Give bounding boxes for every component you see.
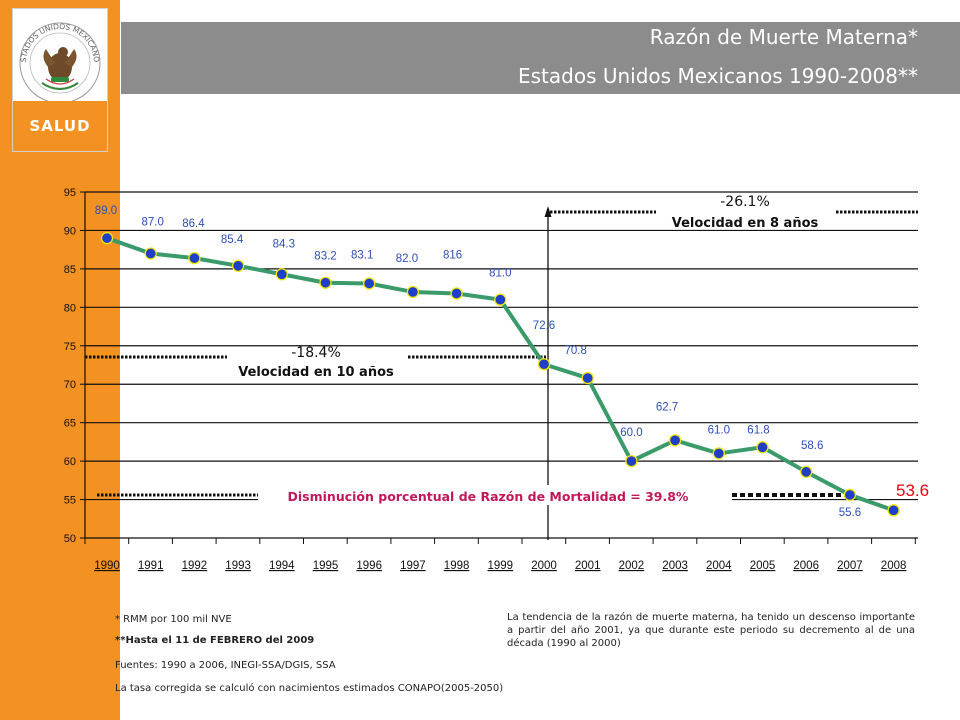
value-label: 86.4 — [182, 218, 205, 230]
footnote-sources: Fuentes: 1990 a 2006, INEGI-SSA/DGIS, SS… — [115, 660, 336, 671]
annotation-arrow-head — [544, 206, 552, 217]
value-label: 61.8 — [747, 424, 769, 436]
x-tick-label: 2004 — [706, 560, 732, 572]
logo-text: SALUD — [29, 117, 91, 135]
value-label: 58.6 — [801, 440, 823, 452]
annotation-right-speed: Velocidad en 8 años — [672, 216, 819, 231]
data-point — [275, 268, 288, 281]
data-points — [100, 231, 900, 517]
data-point — [406, 285, 420, 299]
value-label: 70.8 — [565, 345, 587, 357]
annotation-text: -18.4% Velocidad en 10 años -26.1% Velocida… — [238, 194, 818, 504]
footnote-cutoff: **Hasta el 11 de FEBRERO del 2009 — [115, 635, 315, 646]
data-point — [537, 358, 551, 371]
y-tick-label: 65 — [64, 418, 76, 430]
y-tick-label: 85 — [64, 264, 76, 276]
x-tick-label: 1996 — [356, 560, 382, 572]
value-label: 55.6 — [839, 507, 861, 519]
value-label: 87.0 — [142, 217, 164, 229]
annotation-left-pct: -18.4% — [291, 345, 341, 361]
x-tick-label: 1998 — [444, 560, 470, 572]
x-tick-label: 1992 — [182, 560, 208, 572]
data-point — [363, 277, 376, 290]
x-tick-label: 1997 — [400, 560, 426, 572]
x-tick-label: 1999 — [488, 560, 514, 572]
x-tick-label: 2002 — [619, 560, 645, 572]
x-tick-label: 2008 — [881, 560, 907, 572]
data-point — [231, 259, 245, 272]
y-tick-label: 50 — [64, 533, 76, 545]
annotation-right-pct: -26.1% — [720, 194, 770, 210]
y-tick-label: 90 — [64, 225, 76, 237]
x-tick-label: 1993 — [225, 560, 251, 572]
data-point — [450, 287, 463, 300]
x-tick-label: 2005 — [750, 560, 776, 572]
data-point — [800, 465, 813, 479]
data-point — [712, 447, 725, 460]
value-labels: 89.0 87.0 86.4 85.4 84.3 83.2 83.1 82.0 816 81.0 7… — [95, 205, 929, 519]
x-axis-ticks: 1990 1991 1992 1993 1994 1995 1996 1997 1998 1999… — [84, 538, 916, 572]
data-point — [625, 454, 638, 468]
y-tick-label: 75 — [64, 341, 76, 353]
page-subtitle: Estados Unidos Mexicanos 1990-2008** — [518, 64, 918, 88]
value-label: 83.2 — [314, 251, 336, 263]
value-label: 61.0 — [708, 424, 730, 436]
y-tick-label: 60 — [64, 456, 76, 468]
x-tick-label: 2001 — [575, 560, 601, 572]
y-axis-ticks: 50 55 60 65 70 75 80 85 90 95 — [64, 187, 85, 545]
data-point — [319, 276, 332, 289]
value-label: 85.4 — [221, 234, 244, 246]
annotation-left-speed: Velocidad en 10 años — [238, 365, 394, 380]
x-tick-label: 2006 — [793, 560, 819, 572]
value-label: 62.7 — [656, 401, 678, 413]
header-band: Razón de Muerte Materna* Estados Unidos … — [121, 22, 960, 94]
x-tick-label: 1990 — [94, 560, 120, 572]
annotation-decline: Disminución porcentual de Razón de Morta… — [288, 489, 689, 504]
data-point — [188, 251, 201, 265]
x-tick-label: 2000 — [531, 560, 557, 572]
commentary-text: La tendencia de la razón de muerte mater… — [507, 612, 915, 649]
value-label: 81.0 — [489, 268, 511, 280]
x-tick-label: 1994 — [269, 560, 295, 572]
value-label: 83.1 — [351, 249, 373, 261]
page-title: Razón de Muerte Materna* — [649, 25, 918, 49]
value-label: 89.0 — [95, 205, 117, 217]
value-label: 84.3 — [273, 238, 295, 250]
value-label: 72.6 — [533, 320, 555, 332]
data-point — [756, 441, 769, 454]
annotation-box — [258, 485, 732, 505]
annotation-shapes — [85, 206, 918, 540]
value-label: 82.0 — [396, 253, 418, 265]
y-tick-label: 70 — [64, 379, 76, 391]
value-label: 816 — [443, 249, 462, 261]
footnote-corrected: La tasa corregida se calculó con nacimie… — [115, 683, 504, 694]
y-tick-label: 95 — [64, 187, 76, 199]
x-tick-label: 2007 — [837, 560, 863, 572]
y-tick-label: 55 — [64, 495, 76, 507]
value-label: 60.0 — [620, 427, 642, 439]
data-point — [144, 247, 157, 260]
data-point — [843, 488, 857, 502]
data-point — [581, 371, 594, 385]
x-tick-label: 2003 — [662, 560, 688, 572]
y-tick-label: 80 — [64, 302, 76, 314]
data-point — [668, 434, 682, 447]
value-label: 53.6 — [896, 481, 929, 500]
logo-bar: SALUD — [13, 101, 107, 151]
footnote-rmm: * RMM por 100 mil NVE — [115, 614, 232, 625]
x-tick-label: 1995 — [313, 560, 339, 572]
x-tick-label: 1991 — [138, 560, 164, 572]
data-point — [887, 504, 900, 517]
data-point — [494, 293, 507, 306]
data-point — [100, 231, 114, 245]
